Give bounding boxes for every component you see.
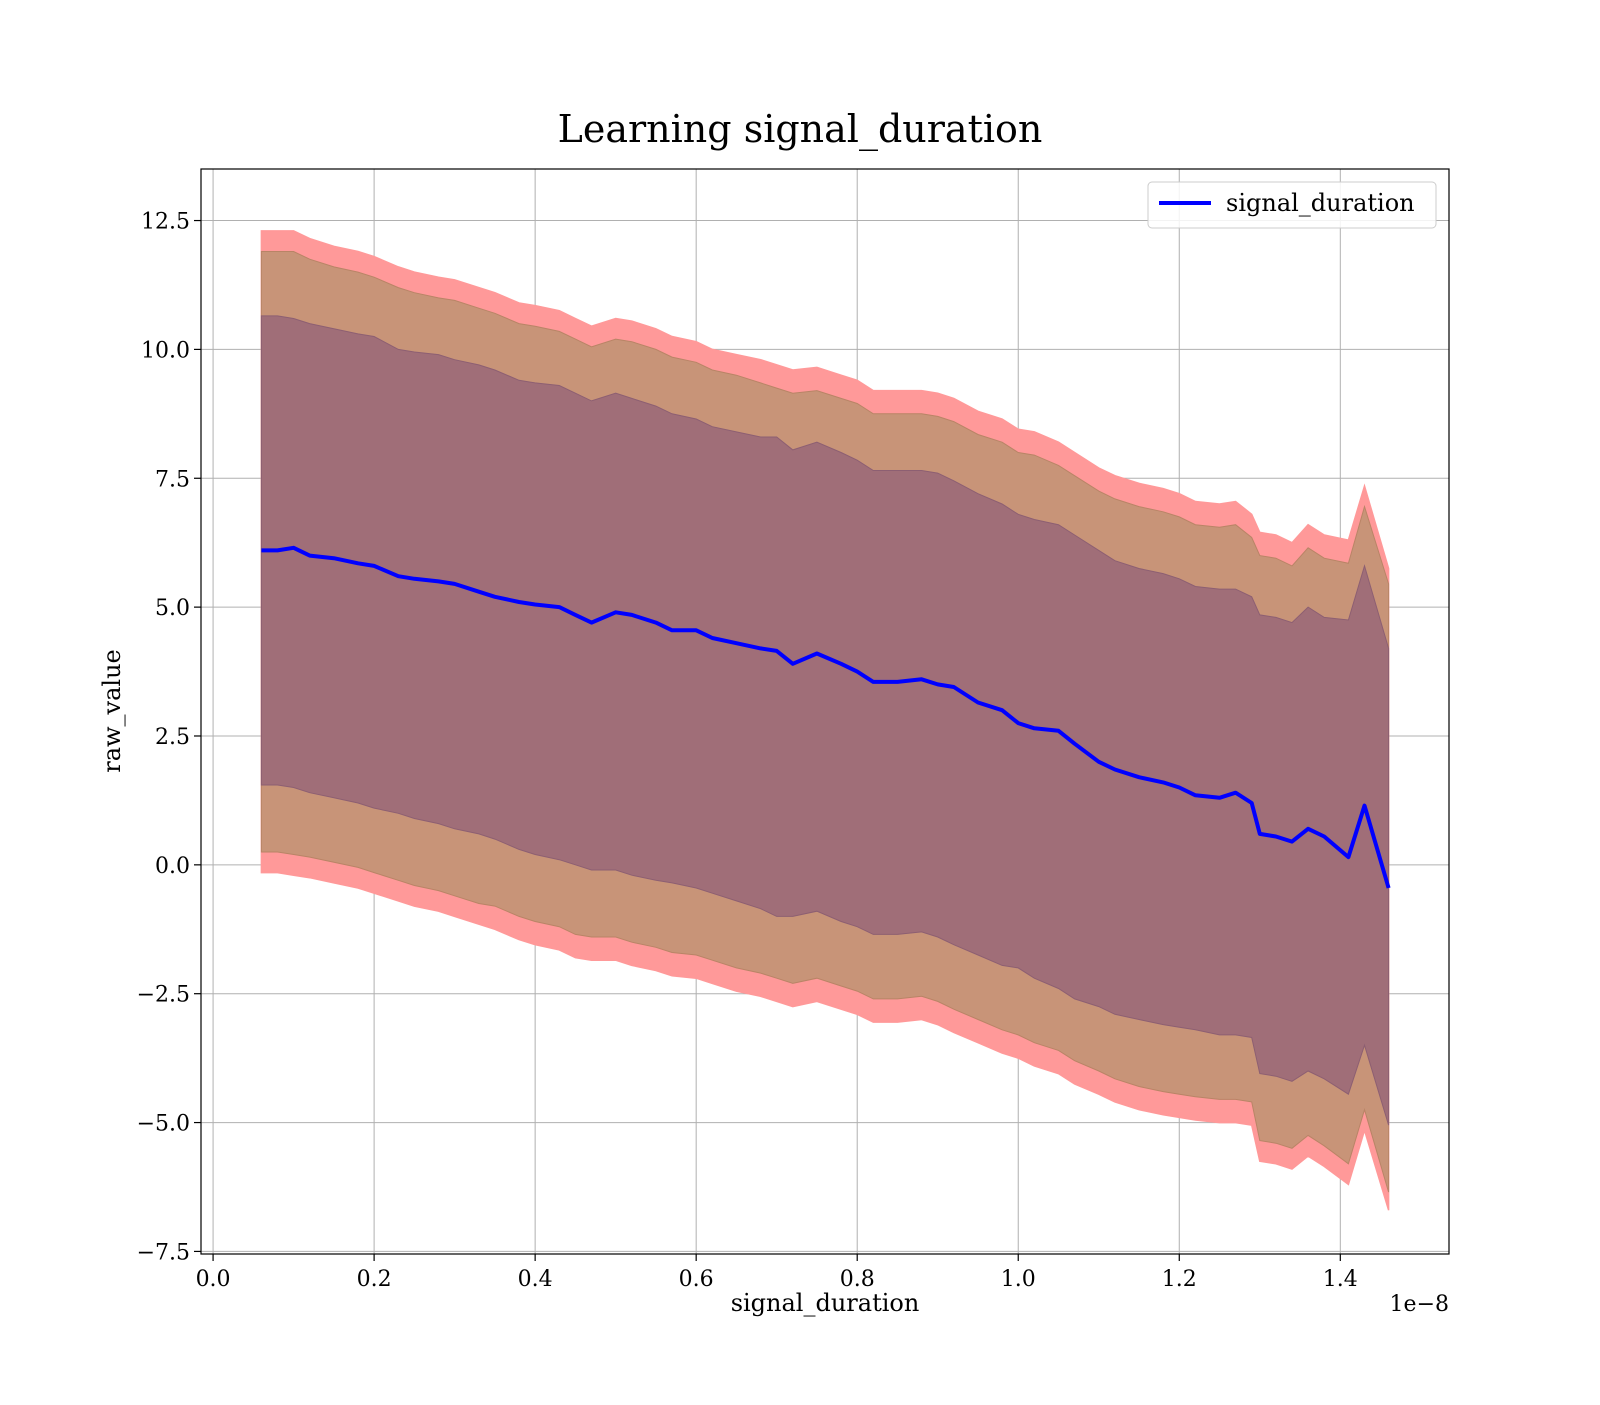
y-tick-label: −7.5 <box>137 1240 190 1265</box>
y-tick-label: 2.5 <box>155 725 190 750</box>
x-tick-label: 1.4 <box>1323 1267 1358 1292</box>
x-tick-label: 0.6 <box>679 1267 714 1292</box>
y-axis-label: raw_value <box>98 649 126 773</box>
legend-box <box>1147 181 1437 229</box>
confidence-bands <box>260 230 1390 1211</box>
x-axis-ticks: 0.0 0.2 0.4 0.6 0.8 1.0 1.2 1.4 <box>196 1254 1358 1292</box>
y-axis-ticks: −7.5 −5.0 −2.5 0.0 2.5 5.0 7.5 10.0 12.5 <box>137 210 201 1265</box>
y-tick-label: −5.0 <box>137 1112 190 1137</box>
y-tick-label: 10.0 <box>141 338 190 363</box>
y-tick-label: 7.5 <box>155 467 190 492</box>
legend-label-signal-duration: signal_duration <box>1226 189 1415 217</box>
y-tick-label: −2.5 <box>137 983 190 1008</box>
y-tick-label: 0.0 <box>155 854 190 879</box>
x-axis-offset-text: 1e−8 <box>1390 1292 1449 1317</box>
x-tick-label: 0.2 <box>357 1267 392 1292</box>
x-axis-label: signal_duration <box>731 1289 920 1317</box>
chart-title: Learning signal_duration <box>558 107 1043 152</box>
x-tick-label: 1.0 <box>1001 1267 1036 1292</box>
plot-frame <box>200 168 1450 1255</box>
x-tick-label: 0.0 <box>196 1267 231 1292</box>
band-inner <box>260 315 1390 1126</box>
x-tick-label: 0.8 <box>840 1267 875 1292</box>
legend: signal_duration <box>1147 181 1437 229</box>
x-tick-label: 1.2 <box>1162 1267 1197 1292</box>
series-line-layer <box>261 545 1391 889</box>
y-tick-label: 5.0 <box>155 596 190 621</box>
series-line-signal-duration <box>261 545 1391 889</box>
y-tick-label: 12.5 <box>141 210 190 235</box>
x-tick-label: 0.4 <box>518 1267 553 1292</box>
